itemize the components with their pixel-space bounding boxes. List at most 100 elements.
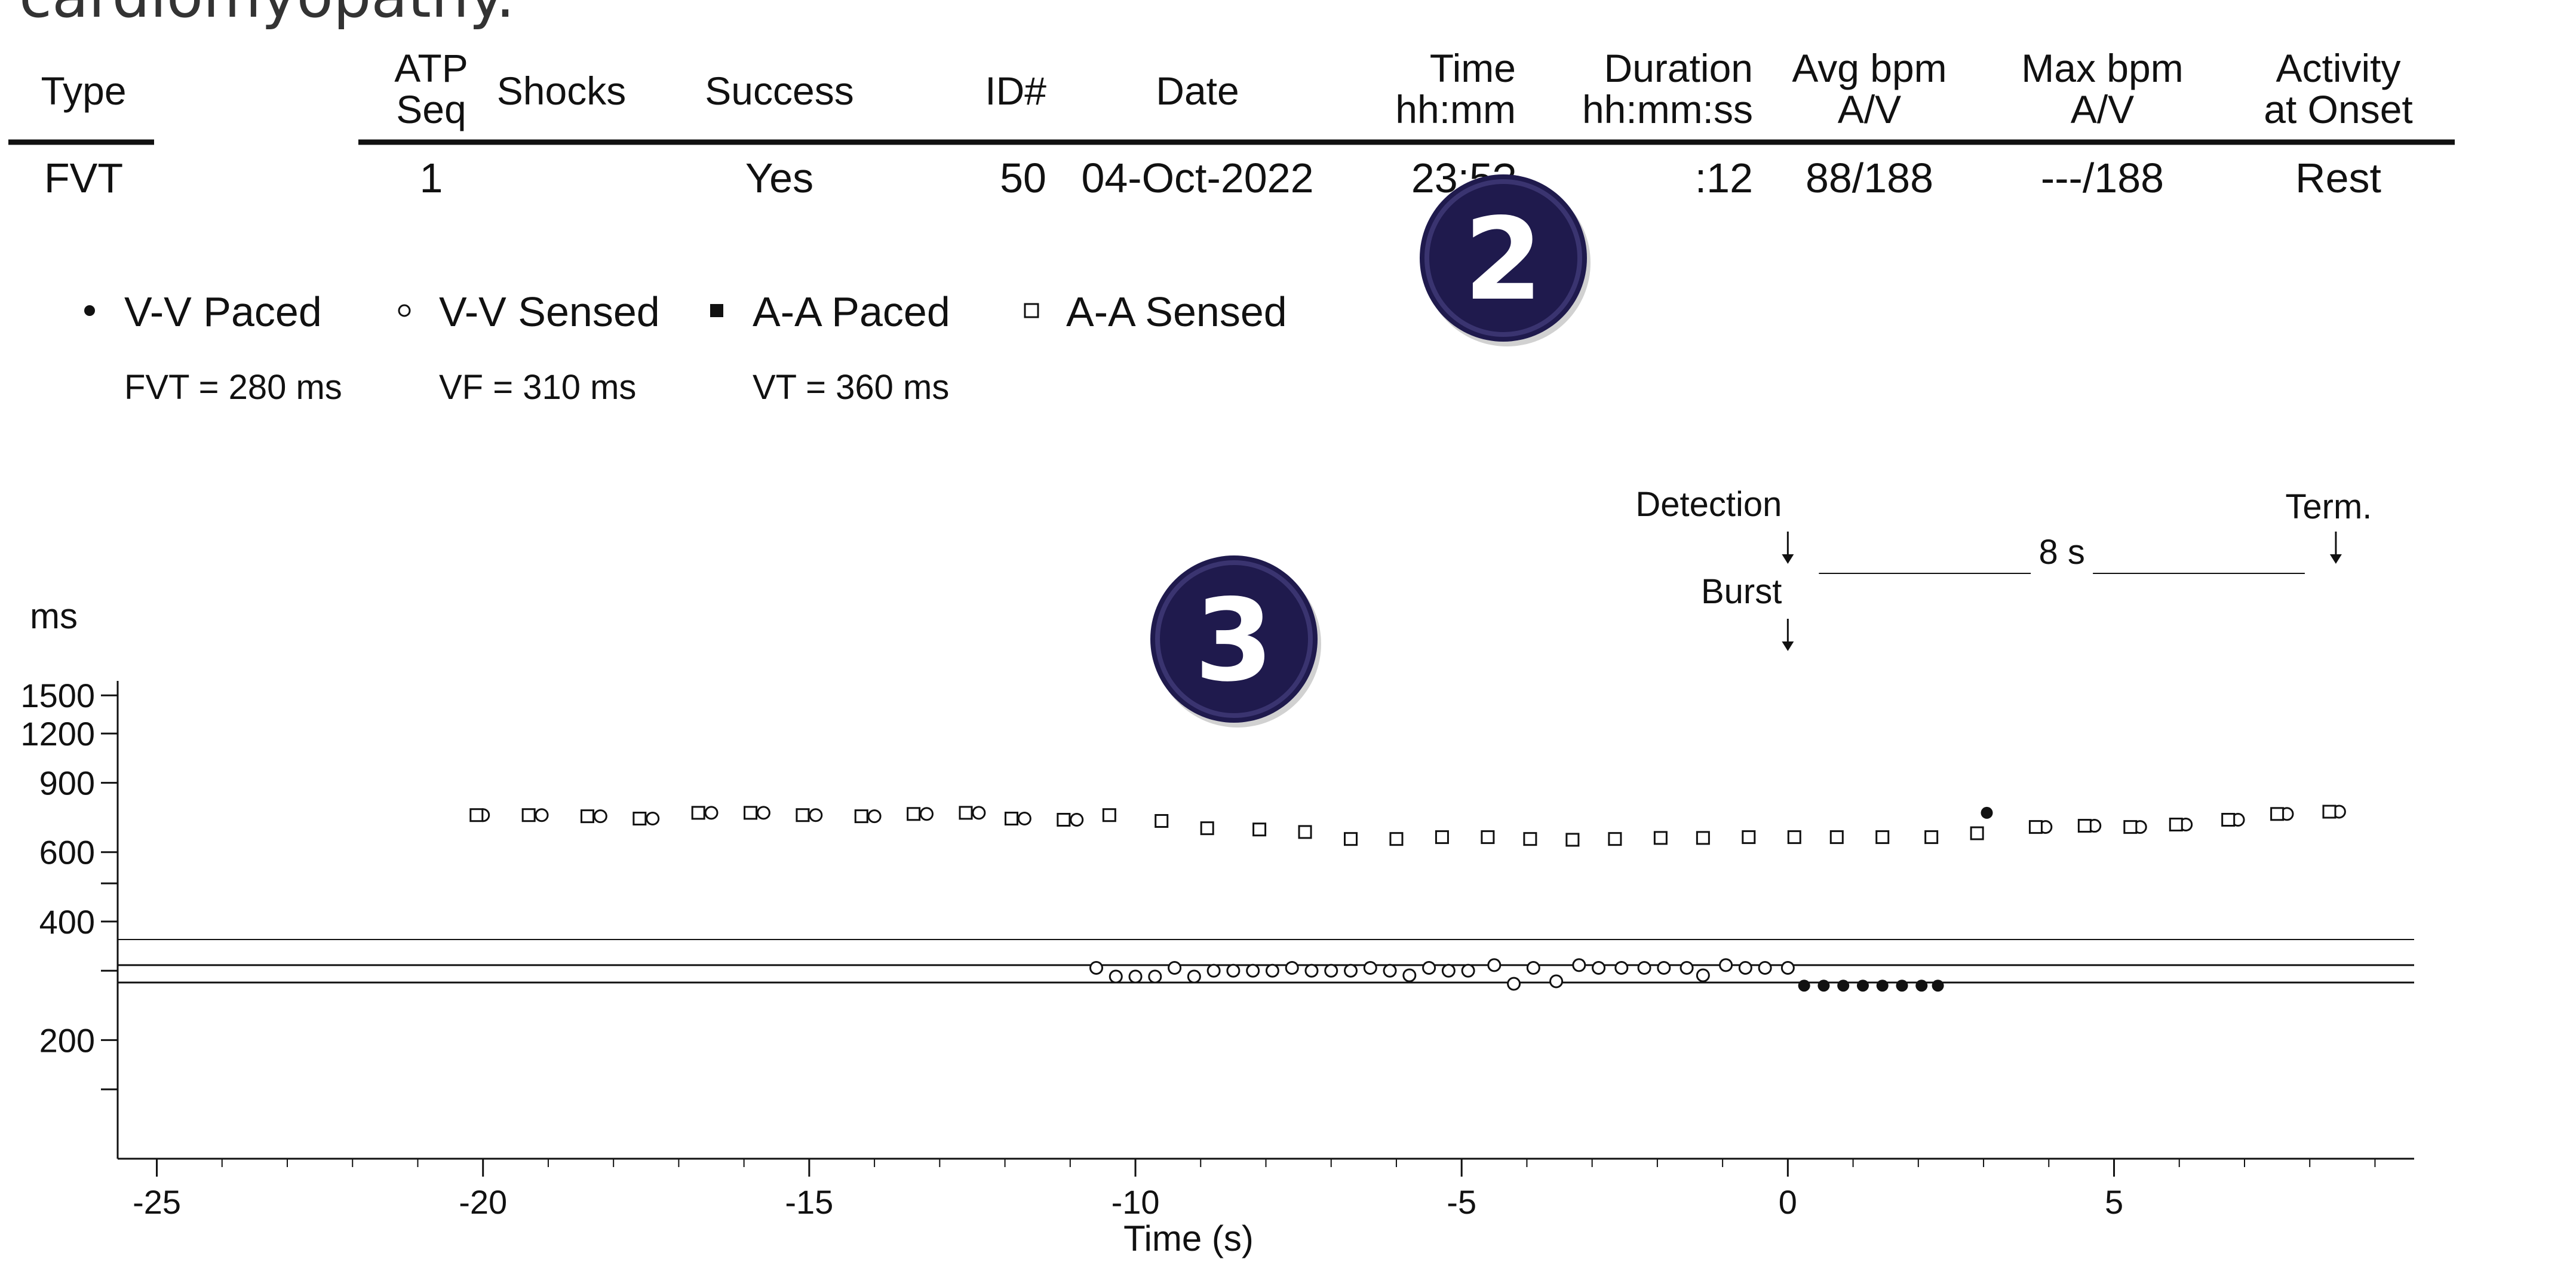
point-a-a-sensed — [1696, 831, 1710, 845]
point-v-v-paced — [1837, 980, 1850, 992]
point-v-v-sensed — [1226, 963, 1241, 978]
point-v-v-paced — [1915, 980, 1928, 992]
table-cell-activity: Rest — [2295, 155, 2381, 201]
point-v-v-sensed — [1487, 958, 1502, 972]
duration-label: 8 s — [2038, 533, 2084, 572]
zone-label-fvt: FVT = 280 ms — [124, 368, 342, 407]
point-a-a-sensed — [796, 808, 810, 822]
legend-item-v-v-paced: V-V Paced — [84, 288, 322, 335]
point-v-v-sensed — [646, 812, 660, 826]
point-a-a-sensed — [1004, 812, 1018, 826]
legend-marker-open-circle-icon — [398, 304, 411, 317]
y-tick-label: 600 — [39, 834, 95, 871]
point-v-v-sensed — [1168, 961, 1182, 975]
point-v-v-sensed — [1461, 963, 1475, 978]
x-tick-label: 5 — [2105, 1183, 2123, 1221]
y-axis-label: ms — [30, 596, 78, 636]
y-tick-label: 1500 — [20, 677, 95, 714]
point-v-v-sensed — [1109, 969, 1123, 984]
point-v-v-sensed — [1696, 968, 1710, 983]
table-header-avg_bpm-line2: A/V — [1838, 87, 1901, 131]
point-v-v-sensed — [809, 808, 823, 822]
point-v-v-sensed — [1285, 961, 1299, 975]
point-v-v-paced — [1896, 980, 1908, 992]
point-a-a-sensed — [1787, 830, 1801, 845]
intro-text: cardiomyopathy. — [19, 0, 515, 31]
point-v-v-sensed — [1422, 961, 1436, 975]
point-a-a-sensed — [1565, 833, 1580, 847]
point-a-a-sensed — [1102, 808, 1116, 822]
burst-arrow-icon — [1782, 619, 1794, 651]
legend-label-v-v-sensed: V-V Sensed — [439, 288, 660, 335]
table-header-activity-line2: at Onset — [2264, 87, 2412, 131]
point-a-a-sensed — [1653, 831, 1668, 845]
point-a-a-sensed — [1344, 832, 1358, 846]
detection-label: Detection — [1635, 485, 1782, 524]
point-a-a-sensed — [691, 806, 705, 820]
table-header-duration-line1: Duration — [1604, 46, 1753, 90]
point-v-v-sensed — [972, 806, 986, 820]
point-v-v-sensed — [1383, 963, 1397, 978]
x-tick-label: -25 — [133, 1183, 181, 1221]
x-tick-label: -5 — [1447, 1183, 1476, 1221]
point-a-a-sensed — [907, 807, 921, 821]
point-v-v-sensed — [1246, 963, 1260, 978]
point-a-a-sensed — [2028, 820, 2043, 834]
point-a-a-sensed — [1155, 813, 1169, 828]
legend-marker-filled-square-icon — [710, 304, 723, 317]
table-header-atp-line2: Seq — [396, 87, 466, 131]
point-a-a-sensed — [2077, 819, 2092, 833]
term-label: Term. — [2285, 487, 2372, 526]
point-v-v-sensed — [1363, 961, 1377, 975]
point-a-a-sensed — [521, 808, 536, 822]
table-header-time-line2: hh:mm — [1395, 87, 1516, 131]
badge-number: 3 — [1195, 575, 1273, 707]
burst-label: Burst — [1701, 572, 1782, 611]
table-cell-duration: :12 — [1695, 155, 1753, 201]
table-cell-success: Yes — [745, 155, 813, 201]
point-v-v-sensed — [1070, 813, 1084, 827]
point-v-v-sensed — [1719, 958, 1733, 972]
point-v-v-sensed — [1758, 961, 1772, 975]
point-a-a-sensed — [854, 809, 868, 824]
point-v-v-paced — [1817, 980, 1830, 992]
chart-legend: V-V Paced V-V Sensed A-A Paced A-A Sensed — [84, 288, 1287, 335]
table-header-type: Type — [41, 69, 126, 113]
point-v-v-sensed — [1148, 969, 1162, 984]
point-a-a-sensed — [2270, 807, 2285, 821]
point-v-v-sensed — [1265, 963, 1279, 978]
point-a-a-sensed — [1742, 830, 1756, 845]
point-v-v-sensed — [1526, 961, 1540, 975]
y-tick-label: 1200 — [20, 715, 95, 753]
point-v-v-sensed — [1507, 977, 1521, 991]
table-header-success: Success — [705, 69, 853, 113]
legend-label-a-a-sensed: A-A Sensed — [1066, 288, 1287, 335]
zone-label-vf: VF = 310 ms — [439, 368, 636, 407]
x-axis-label: Time (s) — [1123, 1218, 1254, 1258]
point-v-v-sensed — [1324, 963, 1338, 978]
point-v-v-sensed — [1344, 963, 1358, 978]
y-tick-label: 200 — [39, 1021, 95, 1059]
legend-marker-filled-circle-icon — [84, 305, 95, 316]
series-a-a-sensed — [469, 805, 2336, 847]
point-a-a-sensed — [1523, 832, 1537, 846]
point-v-v-paced — [1981, 806, 1993, 819]
x-tick-label: -20 — [459, 1183, 507, 1221]
point-a-a-sensed — [2322, 805, 2336, 819]
y-tick-label: 900 — [39, 765, 95, 802]
point-a-a-sensed — [1298, 825, 1312, 839]
point-a-a-sensed — [1389, 832, 1404, 846]
table-cell-max_bpm: ---/188 — [2041, 155, 2164, 201]
point-a-a-sensed — [959, 806, 973, 820]
x-tick-label: -10 — [1112, 1183, 1160, 1221]
point-v-v-sensed — [1549, 974, 1564, 988]
point-v-v-sensed — [535, 808, 549, 822]
point-v-v-sensed — [1637, 961, 1651, 975]
table-cell-atp: 1 — [420, 155, 443, 201]
point-v-v-paced — [1876, 980, 1889, 992]
point-a-a-sensed — [2221, 813, 2236, 827]
legend-item-v-v-sensed: V-V Sensed — [398, 288, 660, 335]
legend-item-a-a-paced: A-A Paced — [710, 288, 950, 335]
zone-label-vt: VT = 360 ms — [753, 368, 949, 407]
callout-badges: 23 — [1150, 174, 1591, 727]
